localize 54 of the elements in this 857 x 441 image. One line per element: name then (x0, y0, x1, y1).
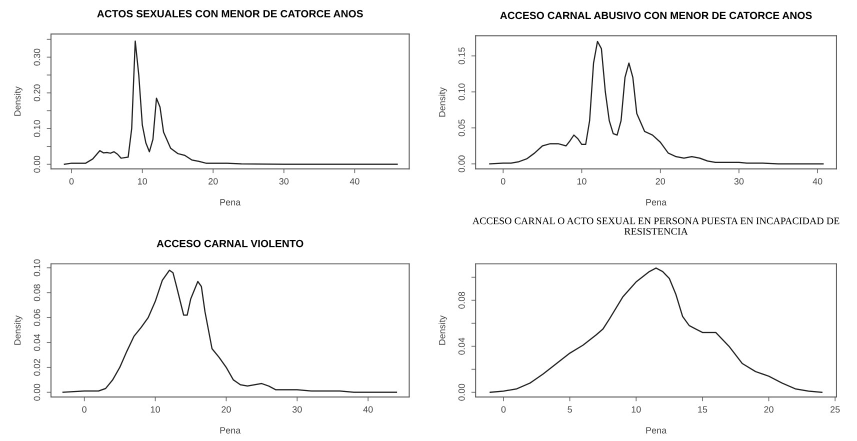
y-tick-label: 0.04 (458, 338, 465, 355)
y-tick-label: 0.00 (458, 384, 465, 401)
chart-title: ACCESO CARNAL VIOLENTO (156, 240, 304, 248)
y-tick-label: 0.30 (34, 48, 40, 66)
x-tick-label: 10 (150, 406, 160, 413)
x-tick-label: 30 (292, 406, 302, 413)
y-tick-label: 0.10 (458, 83, 465, 100)
y-tick-label: 0.05 (458, 119, 465, 136)
x-tick-label: 30 (734, 178, 744, 185)
y-axis-title: Density (438, 315, 448, 345)
chart-title: ACTOS SEXUALES CON MENOR DE CATORCE ANOS (97, 10, 363, 18)
x-tick-label: 20 (656, 178, 666, 185)
x-tick-label: 40 (350, 178, 360, 185)
y-tick-label: 0.00 (34, 156, 40, 173)
y-tick-label: 0.02 (34, 359, 40, 376)
x-tick-label: 0 (500, 178, 506, 185)
x-tick-label: 10 (577, 178, 586, 185)
x-axis-title: Pena (220, 199, 241, 206)
x-tick-label: 5 (568, 406, 572, 413)
x-tick-label: 0 (501, 406, 506, 413)
chart-title: ACCESO CARNAL O ACTO SEXUAL EN PERSONA PUESTA EN INCAPACIDAD DE RESISTENCIA (472, 218, 840, 235)
y-axis-title: Density (438, 87, 448, 117)
x-tick-label: 10 (632, 406, 641, 413)
x-tick-label: 20 (764, 406, 774, 413)
y-axis-title: Density (14, 86, 22, 116)
line-series (64, 40, 398, 165)
x-tick-label: 40 (363, 406, 373, 413)
x-tick-label: 20 (222, 406, 231, 413)
y-tick-label: 0.08 (458, 292, 465, 309)
x-tick-label: 30 (279, 178, 289, 185)
y-tick-label: 0.00 (458, 155, 465, 172)
y-tick-label: 0.00 (34, 384, 40, 401)
x-tick-label: 25 (830, 406, 840, 413)
x-tick-label: 10 (138, 178, 147, 185)
y-tick-label: 0.06 (34, 309, 40, 326)
y-tick-label: 0.08 (34, 284, 40, 302)
x-axis-title: Pena (220, 427, 241, 434)
line-series (62, 270, 398, 393)
y-axis-title: Density (14, 315, 22, 345)
x-tick-label: 0 (82, 406, 86, 413)
y-tick-label: 0.15 (458, 47, 465, 64)
x-tick-label: 40 (812, 178, 822, 185)
line-series (489, 40, 824, 164)
line-series (490, 267, 822, 393)
y-tick-label: 0.10 (34, 259, 40, 276)
chart-title: ACCESO CARNAL ABUSIVO CON MENOR DE CATORCE ANOS (500, 12, 812, 20)
x-axis-title: Pena (646, 427, 667, 434)
y-tick-label: 0.10 (34, 120, 40, 137)
y-tick-label: 0.20 (34, 84, 40, 102)
x-tick-label: 15 (698, 406, 708, 413)
x-tick-label: 20 (208, 178, 218, 185)
y-tick-label: 0.04 (34, 334, 40, 351)
x-axis-title: Pena (646, 199, 667, 206)
x-tick-label: 0 (69, 178, 74, 185)
